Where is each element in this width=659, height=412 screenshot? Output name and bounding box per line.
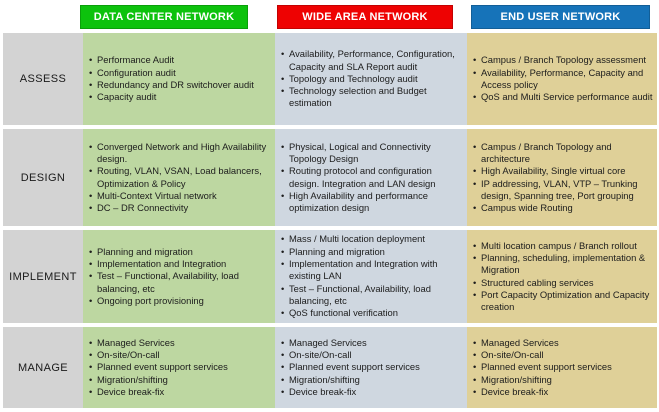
header-data-center-network: DATA CENTER NETWORK bbox=[80, 5, 248, 29]
bullet-item: Routing protocol and configuration desig… bbox=[281, 165, 463, 190]
bullet-item: Planned event support services bbox=[473, 361, 653, 374]
cell-manage-data-center-network: Managed ServicesOn-site/On-callPlanned e… bbox=[83, 327, 275, 408]
bullet-item: Migration/shifting bbox=[473, 374, 653, 387]
bullet-item: Multi-Context Virtual network bbox=[89, 190, 271, 203]
bullet-item: Migration/shifting bbox=[281, 374, 463, 387]
cell-implement-data-center-network: Planning and migrationImplementation and… bbox=[83, 230, 275, 323]
bullet-item: Routing, VLAN, VSAN, Load balancers, Opt… bbox=[89, 165, 271, 190]
bullet-list: Managed ServicesOn-site/On-callPlanned e… bbox=[89, 337, 271, 399]
bullet-item: Implementation and Integration with exis… bbox=[281, 258, 463, 283]
bullet-list: Campus / Branch Topology and architectur… bbox=[473, 141, 653, 215]
cell-design-data-center-network: Converged Network and High Availability … bbox=[83, 129, 275, 226]
bullet-item: Managed Services bbox=[473, 337, 653, 350]
bullet-item: Device break-fix bbox=[473, 386, 653, 399]
bullet-item: On-site/On-call bbox=[89, 349, 271, 362]
cell-implement-end-user-network: Multi location campus / Branch rolloutPl… bbox=[467, 230, 657, 323]
bullet-item: IP addressing, VLAN, VTP – Trunking desi… bbox=[473, 178, 653, 203]
bullet-item: Campus / Branch Topology assessment bbox=[473, 54, 653, 67]
bullet-list: Planning and migrationImplementation and… bbox=[89, 246, 271, 308]
bullet-list: Availability, Performance, Configuration… bbox=[281, 48, 463, 109]
bullet-item: Managed Services bbox=[281, 337, 463, 350]
bullet-item: Configuration audit bbox=[89, 67, 271, 80]
bullet-item: Managed Services bbox=[89, 337, 271, 350]
cell-assess-end-user-network: Campus / Branch Topology assessmentAvail… bbox=[467, 33, 657, 125]
bullet-item: On-site/On-call bbox=[473, 349, 653, 362]
header-end-user-network: END USER NETWORK bbox=[471, 5, 650, 29]
bullet-item: High Availability and performance optimi… bbox=[281, 190, 463, 215]
matrix-row-design: DESIGNConverged Network and High Availab… bbox=[3, 129, 659, 226]
bullet-item: Mass / Multi location deployment bbox=[281, 233, 463, 246]
bullet-item: Port Capacity Optimization and Capacity … bbox=[473, 289, 653, 314]
bullet-list: Managed ServicesOn-site/On-callPlanned e… bbox=[281, 337, 463, 399]
cell-assess-data-center-network: Performance AuditConfiguration auditRedu… bbox=[83, 33, 275, 125]
row-label-implement: IMPLEMENT bbox=[3, 230, 83, 323]
bullet-list: Physical, Logical and Connectivity Topol… bbox=[281, 141, 463, 215]
bullet-item: Multi location campus / Branch rollout bbox=[473, 240, 653, 253]
bullet-item: Planning, scheduling, implementation & M… bbox=[473, 252, 653, 277]
bullet-item: Availability, Performance, Capacity and … bbox=[473, 67, 653, 92]
bullet-item: Redundancy and DR switchover audit bbox=[89, 79, 271, 92]
cell-manage-wide-area-network: Managed ServicesOn-site/On-callPlanned e… bbox=[275, 327, 467, 408]
bullet-list: Campus / Branch Topology assessmentAvail… bbox=[473, 54, 653, 103]
bullet-item: Test – Functional, Availability, load ba… bbox=[89, 270, 271, 295]
bullet-item: Campus wide Routing bbox=[473, 202, 653, 215]
cell-design-end-user-network: Campus / Branch Topology and architectur… bbox=[467, 129, 657, 226]
bullet-item: High Availability, Single virtual core bbox=[473, 165, 653, 178]
row-label-manage: MANAGE bbox=[3, 327, 83, 408]
bullet-item: Migration/shifting bbox=[89, 374, 271, 387]
bullet-item: Ongoing port provisioning bbox=[89, 295, 271, 308]
bullet-item: Performance Audit bbox=[89, 54, 271, 67]
bullet-item: Device break-fix bbox=[281, 386, 463, 399]
matrix-row-implement: IMPLEMENTPlanning and migrationImplement… bbox=[3, 230, 659, 323]
cell-implement-wide-area-network: Mass / Multi location deploymentPlanning… bbox=[275, 230, 467, 323]
bullet-item: Planning and migration bbox=[281, 246, 463, 259]
bullet-item: Capacity audit bbox=[89, 91, 271, 104]
bullet-item: Campus / Branch Topology and architectur… bbox=[473, 141, 653, 166]
bullet-item: On-site/On-call bbox=[281, 349, 463, 362]
row-label-assess: ASSESS bbox=[3, 33, 83, 125]
bullet-list: Mass / Multi location deploymentPlanning… bbox=[281, 233, 463, 319]
bullet-list: Managed ServicesOn-site/On-callPlanned e… bbox=[473, 337, 653, 399]
bullet-item: DC – DR Connectivity bbox=[89, 202, 271, 215]
bullet-item: Implementation and Integration bbox=[89, 258, 271, 271]
bullet-item: Planned event support services bbox=[281, 361, 463, 374]
cell-manage-end-user-network: Managed ServicesOn-site/On-callPlanned e… bbox=[467, 327, 657, 408]
cell-design-wide-area-network: Physical, Logical and Connectivity Topol… bbox=[275, 129, 467, 226]
bullet-item: QoS functional verification bbox=[281, 307, 463, 320]
bullet-list: Converged Network and High Availability … bbox=[89, 141, 271, 215]
row-label-design: DESIGN bbox=[3, 129, 83, 226]
matrix-rows: ASSESSPerformance AuditConfiguration aud… bbox=[3, 33, 659, 408]
bullet-item: Planning and migration bbox=[89, 246, 271, 259]
column-headers: DATA CENTER NETWORK WIDE AREA NETWORK EN… bbox=[0, 0, 659, 33]
matrix-row-assess: ASSESSPerformance AuditConfiguration aud… bbox=[3, 33, 659, 125]
bullet-item: Technology selection and Budget estimati… bbox=[281, 85, 463, 110]
bullet-item: Topology and Technology audit bbox=[281, 73, 463, 86]
bullet-item: Availability, Performance, Configuration… bbox=[281, 48, 463, 73]
matrix-row-manage: MANAGEManaged ServicesOn-site/On-callPla… bbox=[3, 327, 659, 408]
bullet-item: QoS and Multi Service performance audit bbox=[473, 91, 653, 104]
bullet-list: Multi location campus / Branch rolloutPl… bbox=[473, 240, 653, 314]
bullet-item: Device break-fix bbox=[89, 386, 271, 399]
bullet-list: Performance AuditConfiguration auditRedu… bbox=[89, 54, 271, 103]
cell-assess-wide-area-network: Availability, Performance, Configuration… bbox=[275, 33, 467, 125]
bullet-item: Planned event support services bbox=[89, 361, 271, 374]
header-wide-area-network: WIDE AREA NETWORK bbox=[277, 5, 453, 29]
bullet-item: Physical, Logical and Connectivity Topol… bbox=[281, 141, 463, 166]
bullet-item: Structured cabling services bbox=[473, 277, 653, 290]
bullet-item: Converged Network and High Availability … bbox=[89, 141, 271, 166]
bullet-item: Test – Functional, Availability, load ba… bbox=[281, 283, 463, 308]
